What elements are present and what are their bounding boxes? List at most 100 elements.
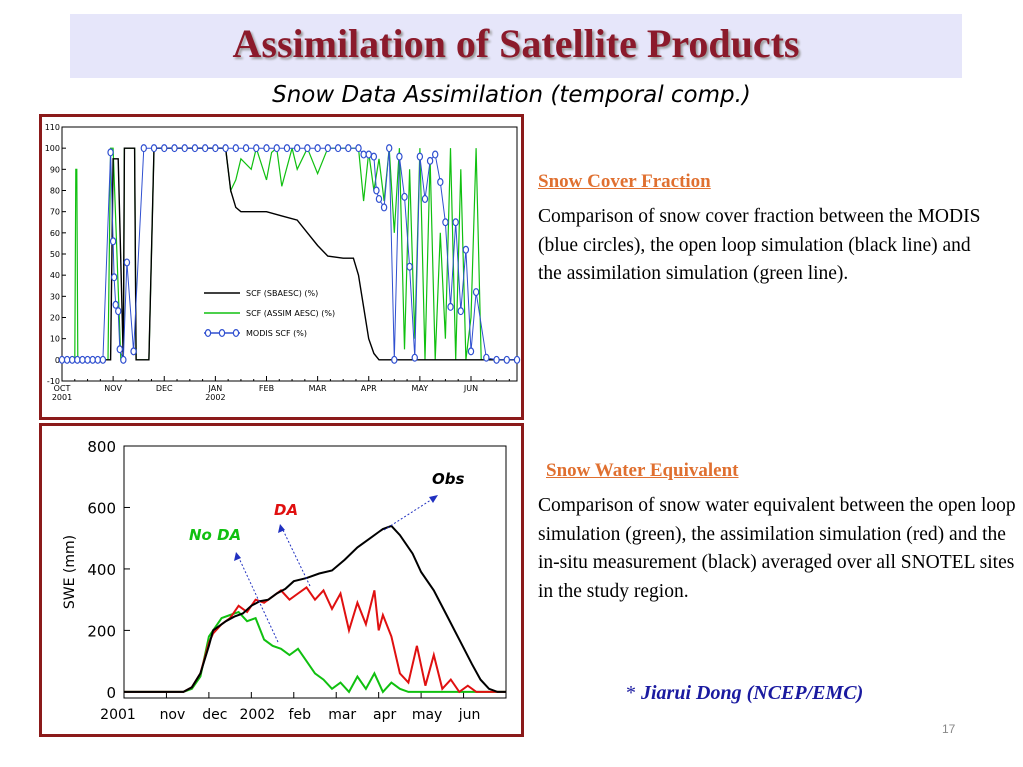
swe-description: Comparison of snow water equivalent betw… bbox=[538, 495, 1016, 602]
scf-legend-marker bbox=[218, 329, 226, 338]
modis-point bbox=[373, 186, 380, 195]
modis-point bbox=[426, 156, 434, 165]
modis-point bbox=[432, 150, 439, 159]
scf-y-tick-label: 40 bbox=[50, 271, 60, 280]
obs-arrow-line bbox=[383, 497, 435, 531]
modis-point bbox=[467, 347, 475, 356]
swe-y-tick-label: 200 bbox=[87, 622, 116, 640]
scf-x-tick-label: DEC bbox=[156, 384, 173, 393]
modis-point bbox=[421, 194, 429, 203]
scf-y-tick-label: 90 bbox=[50, 165, 60, 174]
scf-chart: -10 0 10 20 30 40 50 60 70 80 90 100 110 OCT 2001 NOV DE… bbox=[45, 123, 521, 402]
swe-plot-frame bbox=[123, 445, 507, 699]
modis-point bbox=[355, 144, 362, 153]
obs-arrowhead bbox=[429, 495, 438, 503]
swe-x-tick-label: nov bbox=[160, 707, 186, 723]
scf-y-tick-label: 10 bbox=[50, 335, 60, 344]
scf-x-tick-label: MAY bbox=[412, 384, 429, 393]
scf-x-tick-label: OCT 2001 bbox=[52, 384, 72, 402]
scf-legend-marker bbox=[204, 329, 212, 338]
scf-legend-marker bbox=[232, 329, 240, 338]
modis-point bbox=[360, 150, 367, 159]
modis-point bbox=[232, 144, 240, 153]
scf-heading: Snow Cover Fraction bbox=[538, 171, 711, 192]
modis-point bbox=[222, 144, 229, 153]
modis-point bbox=[263, 144, 270, 153]
modis-point bbox=[314, 144, 321, 153]
modis-point bbox=[110, 273, 118, 282]
scf-y-tick-label: 50 bbox=[50, 250, 60, 259]
modis-point bbox=[483, 353, 490, 362]
modis-point bbox=[116, 345, 123, 354]
modis-point bbox=[112, 300, 119, 309]
modis-point bbox=[406, 262, 413, 271]
modis-point bbox=[345, 144, 352, 153]
swe-noda-line bbox=[124, 610, 506, 694]
modis-point bbox=[324, 144, 332, 153]
modis-point bbox=[493, 355, 500, 364]
modis-point bbox=[191, 144, 199, 153]
scf-description: Comparison of snow cover fraction betwee… bbox=[538, 206, 981, 284]
swe-x-tick-label: dec bbox=[202, 707, 227, 723]
swe-x-tick-label: apr bbox=[373, 707, 396, 723]
modis-point bbox=[79, 355, 86, 364]
modis-point bbox=[503, 355, 510, 364]
scf-y-tick-label: 20 bbox=[50, 314, 60, 323]
scf-y-tick-label: 80 bbox=[50, 187, 60, 196]
scf-y-tick-label: 0 bbox=[55, 356, 60, 365]
modis-point bbox=[140, 144, 147, 153]
modis-point bbox=[94, 355, 101, 364]
modis-point bbox=[513, 355, 521, 364]
modis-point bbox=[123, 258, 131, 267]
scf-openloop-line bbox=[62, 147, 517, 361]
swe-y-tick-label: 600 bbox=[87, 499, 116, 517]
modis-point bbox=[161, 144, 168, 153]
scf-y-tick-label: -10 bbox=[47, 377, 60, 386]
noda-arrowhead bbox=[234, 552, 241, 561]
modis-point bbox=[130, 347, 137, 356]
swe-heading: Snow Water Equivalent bbox=[546, 460, 739, 481]
modis-point bbox=[181, 144, 188, 153]
title-band bbox=[70, 14, 962, 78]
modis-point bbox=[334, 144, 342, 153]
modis-point bbox=[89, 355, 96, 364]
modis-point bbox=[107, 148, 114, 157]
modis-point bbox=[375, 194, 383, 203]
obs-annotation: Obs bbox=[432, 470, 464, 488]
scf-legend-label: SCF (ASSIM AESC) (%) bbox=[246, 309, 335, 318]
credit: * Jiarui Dong (NCEP/EMC) bbox=[626, 682, 863, 705]
swe-y-tick-label: 400 bbox=[87, 561, 116, 579]
swe-obs-line bbox=[124, 524, 506, 693]
modis-point bbox=[201, 144, 209, 153]
modis-point bbox=[457, 307, 464, 316]
credit-star: * bbox=[626, 682, 641, 704]
swe-x-tick-label: feb bbox=[289, 707, 312, 723]
scf-x-tick-label: APR bbox=[361, 384, 377, 393]
modis-point bbox=[442, 218, 449, 227]
swe-y-tick-label: 0 bbox=[106, 684, 116, 702]
swe-chart-panel: 0 200 400 600 800 SWE (mm) 2001 nov dec 2002 feb ma… bbox=[39, 423, 524, 737]
swe-x-tick-label: may bbox=[412, 707, 443, 723]
da-arrowhead bbox=[278, 524, 285, 533]
modis-point bbox=[304, 144, 311, 153]
slide-title: Assimilation of Satellite Products bbox=[232, 21, 800, 66]
modis-point bbox=[416, 152, 424, 161]
swe-da-line bbox=[124, 585, 506, 694]
modis-point bbox=[472, 288, 480, 297]
modis-point bbox=[242, 144, 250, 153]
modis-point bbox=[58, 355, 66, 364]
modis-point bbox=[63, 355, 71, 364]
modis-point bbox=[109, 237, 117, 246]
scf-y-tick-label: 70 bbox=[50, 208, 60, 217]
modis-point bbox=[391, 355, 398, 364]
modis-point bbox=[365, 150, 372, 159]
page-number: 17 bbox=[942, 722, 956, 736]
scf-x-tick-label: MAR bbox=[309, 384, 327, 393]
modis-point bbox=[84, 355, 91, 364]
credit-name: Jiarui Dong (NCEP/EMC) bbox=[641, 682, 864, 704]
slide-subtitle: Snow Data Assimilation (temporal comp.) bbox=[272, 82, 751, 108]
swe-y-axis-label: SWE (mm) bbox=[62, 535, 78, 609]
modis-point bbox=[283, 144, 291, 153]
da-arrow-line bbox=[281, 527, 311, 587]
